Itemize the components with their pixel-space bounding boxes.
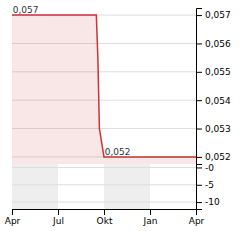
tick: 0,054 [196, 96, 231, 106]
tick: Okt [97, 209, 113, 226]
tick-mark [150, 209, 151, 215]
panel-1 [12, 164, 196, 209]
grid-line [12, 167, 196, 168]
tick-label: 0,055 [205, 67, 231, 77]
tick-label: Okt [97, 216, 113, 226]
tick-label: -5 [205, 180, 214, 190]
axis-line [197, 165, 203, 210]
tick-mark [196, 167, 202, 168]
y-axis: 0,052 0,053 0,054 0,055 0,056 0,057 [196, 9, 231, 165]
tick: Jan [143, 209, 158, 226]
tick-mark [196, 129, 202, 130]
tick-mark [196, 100, 202, 101]
tick-label: -10 [205, 197, 220, 207]
tick: 0,056 [196, 39, 231, 49]
tick: 0,052 [196, 152, 231, 162]
tick-label: 0,057 [205, 10, 231, 20]
tick-label: Apr [5, 216, 21, 226]
y-axis: -10 -5 -0 [196, 163, 220, 210]
line [12, 15, 196, 157]
tick: 0,053 [196, 124, 231, 134]
x-axis: Apr Jul Okt Jan Apr [5, 209, 205, 226]
tick-mark [12, 209, 13, 215]
tick-mark [58, 209, 59, 215]
axis-line [13, 210, 197, 216]
annotation: 0,052 [105, 147, 131, 157]
axis-line [197, 9, 203, 165]
annotations: 0,057 0,052 [13, 5, 131, 157]
panel-0 [12, 15, 196, 164]
tick: -5 [196, 180, 214, 190]
tick-label: Apr [189, 216, 205, 226]
tick-mark [196, 157, 202, 158]
tick: Apr [5, 209, 21, 226]
tick-label: 0,053 [205, 124, 231, 134]
tick-label: Jul [52, 216, 64, 226]
tick-mark [196, 43, 202, 44]
tick-mark [196, 202, 202, 203]
grid [12, 167, 196, 202]
tick-label: 0,054 [205, 96, 231, 106]
tick-mark [196, 15, 202, 16]
grid-line [12, 202, 196, 203]
tick: -0 [196, 163, 214, 173]
tick-label: Jan [143, 216, 158, 226]
tick-label: 0,056 [205, 39, 231, 49]
chart: 0,0520,0530,0540,0550,0560,0570,0570,052… [0, 0, 240, 231]
tick-label: 0,052 [205, 152, 231, 162]
tick-label: -0 [205, 163, 214, 173]
annotation: 0,057 [13, 5, 39, 15]
tick-mark [104, 209, 105, 215]
grid-line [12, 184, 196, 185]
tick: 0,055 [196, 67, 231, 77]
tick: -10 [196, 197, 220, 207]
tick: Jul [52, 209, 64, 226]
tick-mark [196, 72, 202, 73]
tick-mark [196, 185, 202, 186]
area [12, 15, 196, 164]
marks [12, 15, 196, 164]
tick: 0,057 [196, 10, 231, 20]
tick-mark [196, 209, 197, 215]
tick: Apr [189, 209, 205, 226]
